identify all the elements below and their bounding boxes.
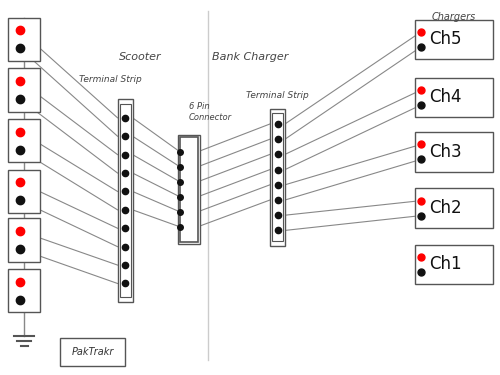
Text: Chargers: Chargers bbox=[432, 12, 476, 22]
Bar bbox=[180, 137, 198, 242]
Text: Ch5: Ch5 bbox=[429, 30, 462, 48]
Bar bbox=[8, 68, 40, 112]
Text: Bank Charger: Bank Charger bbox=[212, 52, 288, 62]
Bar bbox=[415, 188, 492, 228]
Text: Terminal Strip: Terminal Strip bbox=[78, 75, 142, 84]
Bar bbox=[8, 170, 40, 213]
Bar bbox=[415, 132, 492, 172]
Text: Scooter: Scooter bbox=[118, 52, 162, 62]
Bar bbox=[272, 113, 283, 241]
Bar bbox=[270, 109, 285, 246]
Text: Terminal Strip: Terminal Strip bbox=[246, 90, 309, 99]
Bar bbox=[8, 119, 40, 162]
Text: 6 Pin
Connector: 6 Pin Connector bbox=[189, 102, 232, 122]
Bar bbox=[415, 245, 492, 284]
Bar bbox=[118, 99, 132, 302]
Bar bbox=[8, 18, 40, 61]
Bar bbox=[8, 218, 40, 262]
Bar bbox=[415, 78, 492, 117]
Bar bbox=[8, 269, 40, 312]
Bar bbox=[120, 104, 130, 297]
Text: Ch1: Ch1 bbox=[429, 255, 462, 273]
Text: Ch4: Ch4 bbox=[429, 88, 462, 106]
Bar bbox=[415, 20, 492, 59]
Bar bbox=[178, 135, 200, 244]
Text: PakTrakr: PakTrakr bbox=[72, 346, 114, 357]
Bar bbox=[60, 338, 125, 366]
Text: Ch2: Ch2 bbox=[429, 199, 462, 217]
Text: Ch3: Ch3 bbox=[429, 143, 462, 161]
